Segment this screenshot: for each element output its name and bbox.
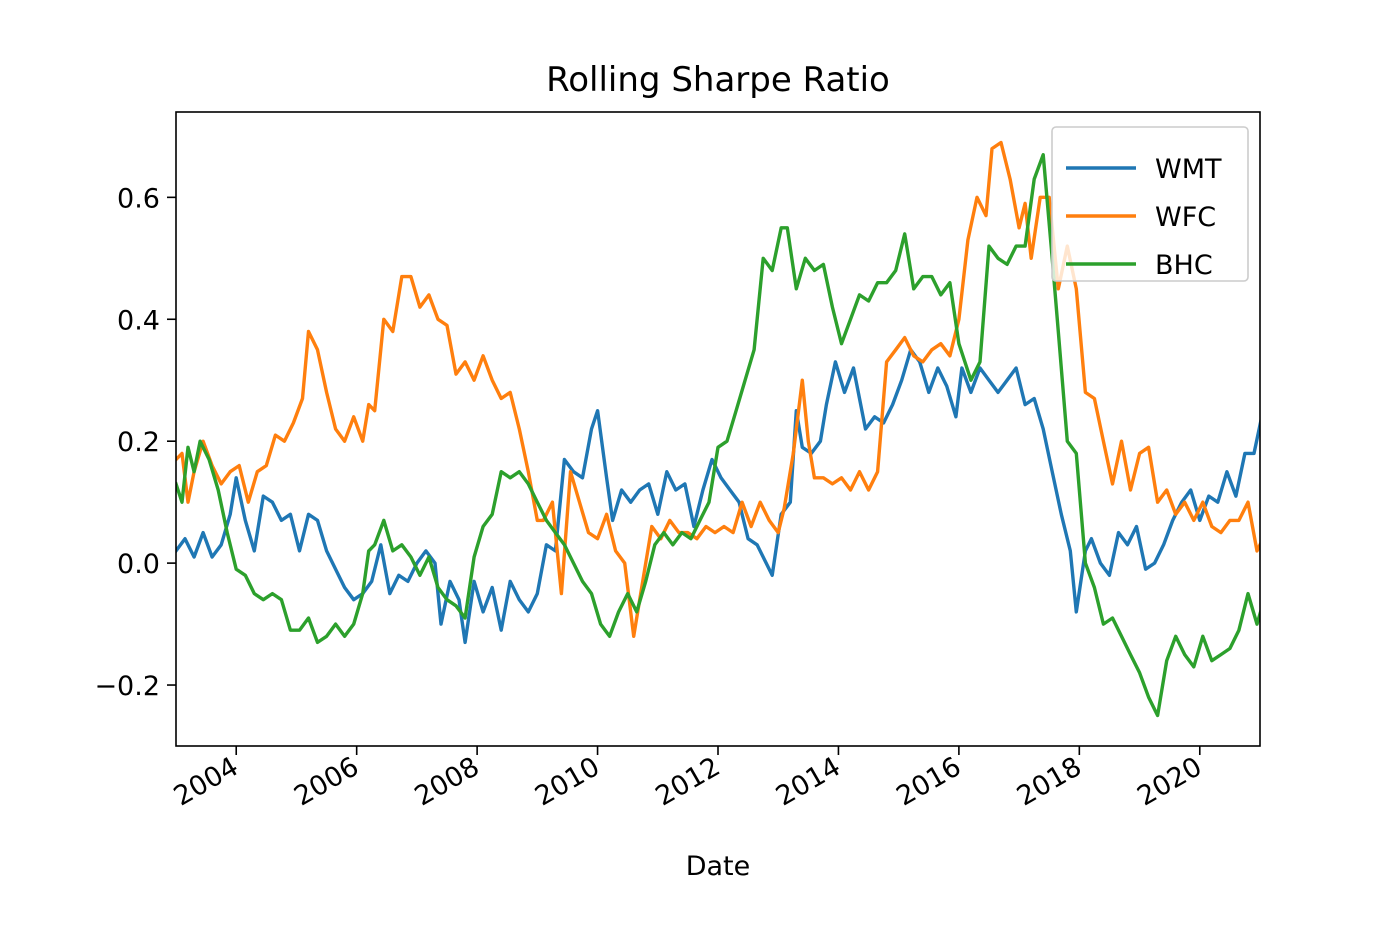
- y-tick-label-0-2: 0.2: [117, 427, 160, 458]
- legend-box: [1051, 126, 1249, 282]
- y-tick-label-0-0: 0.0: [117, 549, 160, 580]
- series-line-wfc: [176, 140, 1260, 638]
- x-axis-label: Date: [686, 851, 751, 882]
- y-tick-label-0-6: 0.6: [117, 183, 160, 214]
- series-line-wmt: [176, 348, 1260, 645]
- legend-label-wmt: WMT: [1155, 154, 1222, 185]
- y-tick-label-0-4: 0.4: [117, 305, 160, 336]
- y-axis: −0.2 0.0 0.2 0.4 0.6: [94, 183, 176, 702]
- legend: WMT WFC BHC: [1051, 126, 1249, 282]
- series-layer: [176, 140, 1260, 718]
- series-line-bhc: [176, 152, 1260, 718]
- y-tick-label--0-2: −0.2: [94, 671, 160, 702]
- chart-title: Rolling Sharpe Ratio: [546, 60, 890, 100]
- legend-label-wfc: WFC: [1155, 202, 1216, 233]
- legend-label-bhc: BHC: [1155, 250, 1213, 281]
